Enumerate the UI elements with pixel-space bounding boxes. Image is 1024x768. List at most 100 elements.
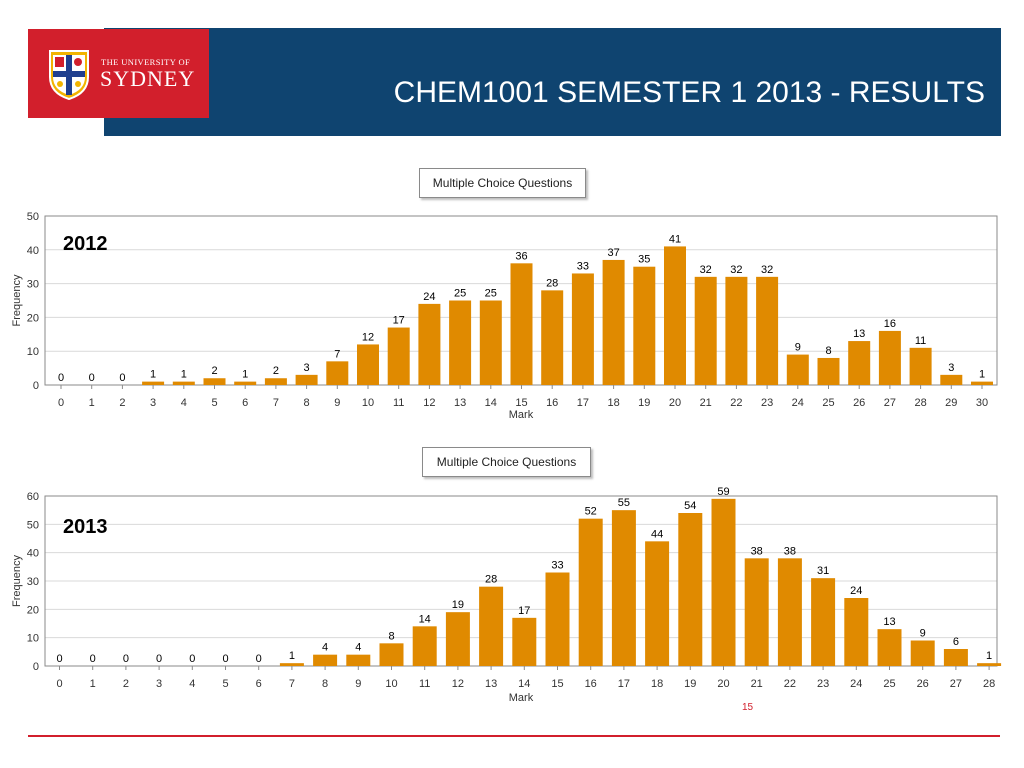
- data-label: 32: [761, 264, 773, 276]
- data-label: 1: [242, 369, 248, 381]
- x-tick-label: 21: [700, 397, 712, 409]
- bar: [694, 276, 717, 385]
- x-tick-label: 4: [189, 678, 195, 690]
- bar: [449, 300, 472, 385]
- x-tick-label: 27: [884, 397, 896, 409]
- y-tick-label: 30: [27, 279, 39, 291]
- bar: [811, 578, 836, 666]
- data-label: 8: [825, 345, 831, 357]
- data-label: 7: [334, 348, 340, 360]
- y-tick-label: 60: [27, 491, 39, 503]
- chart-2012: 0102030405000010213142516273879121017112…: [11, 211, 998, 421]
- x-tick-label: 15: [551, 678, 563, 690]
- data-label: 17: [518, 605, 530, 617]
- x-tick-label: 26: [917, 678, 929, 690]
- x-tick-label: 7: [273, 397, 279, 409]
- x-tick-label: 18: [607, 397, 619, 409]
- chart-title-2013[interactable]: Multiple Choice Questions: [422, 447, 591, 477]
- data-label: 0: [123, 653, 129, 665]
- y-axis-title: Frequency: [11, 555, 23, 607]
- y-axis-title: Frequency: [11, 274, 23, 326]
- data-label: 1: [289, 650, 295, 662]
- bar: [264, 378, 287, 385]
- x-tick-label: 22: [730, 397, 742, 409]
- logo-text-small: THE UNIVERSITY OF: [101, 57, 191, 67]
- data-label: 4: [355, 642, 361, 654]
- bar: [817, 357, 840, 385]
- bar: [512, 617, 537, 666]
- footer-line: [28, 735, 1000, 737]
- data-label: 1: [181, 369, 187, 381]
- bar: [977, 663, 1002, 666]
- x-tick-label: 6: [256, 678, 262, 690]
- data-label: 52: [585, 506, 597, 518]
- bar: [418, 303, 441, 385]
- y-tick-label: 20: [27, 312, 39, 324]
- bar: [479, 300, 502, 385]
- bar: [387, 327, 410, 385]
- data-label: 13: [883, 616, 895, 628]
- data-label: 36: [515, 250, 527, 262]
- data-label: 25: [485, 288, 497, 300]
- x-tick-label: 30: [976, 397, 988, 409]
- x-tick-label: 28: [914, 397, 926, 409]
- bar: [744, 558, 769, 666]
- x-tick-label: 13: [454, 397, 466, 409]
- x-tick-label: 3: [156, 678, 162, 690]
- data-label: 2: [211, 365, 217, 377]
- bar: [172, 381, 195, 385]
- x-tick-label: 18: [651, 678, 663, 690]
- data-label: 25: [454, 288, 466, 300]
- data-label: 0: [222, 653, 228, 665]
- data-label: 11: [915, 335, 926, 347]
- crest-icon: [49, 50, 89, 101]
- x-tick-label: 28: [983, 678, 995, 690]
- data-label: 33: [577, 260, 589, 272]
- data-label: 38: [751, 545, 763, 557]
- x-tick-label: 11: [419, 678, 430, 690]
- data-label: 2: [273, 365, 279, 377]
- bar: [711, 498, 736, 666]
- x-tick-label: 20: [717, 678, 729, 690]
- x-tick-label: 1: [89, 397, 95, 409]
- data-label: 1: [150, 369, 156, 381]
- bar: [313, 654, 338, 666]
- x-tick-label: 19: [684, 678, 696, 690]
- year-label-2013: 2013: [63, 516, 108, 538]
- data-label: 55: [618, 497, 630, 509]
- bar: [611, 510, 636, 666]
- x-tick-label: 3: [150, 397, 156, 409]
- bar: [545, 572, 570, 666]
- data-label: 28: [546, 277, 558, 289]
- y-tick-label: 40: [27, 548, 39, 560]
- bar: [910, 640, 935, 666]
- bar: [943, 649, 968, 666]
- data-label: 1: [979, 369, 985, 381]
- x-tick-label: 10: [385, 678, 397, 690]
- data-label: 59: [717, 486, 729, 498]
- bar: [664, 246, 686, 385]
- year-label-2012: 2012: [63, 233, 108, 255]
- data-label: 0: [189, 653, 195, 665]
- x-tick-label: 14: [518, 678, 530, 690]
- x-tick-label: 6: [242, 397, 248, 409]
- bar: [877, 629, 902, 666]
- y-tick-label: 30: [27, 576, 39, 588]
- data-label: 12: [362, 331, 374, 343]
- x-tick-label: 0: [56, 678, 62, 690]
- x-tick-label: 11: [393, 397, 404, 409]
- chart-title-2012[interactable]: Multiple Choice Questions: [419, 168, 586, 198]
- y-tick-label: 0: [33, 380, 39, 392]
- bar: [878, 330, 901, 385]
- bar: [357, 344, 379, 385]
- x-tick-label: 17: [618, 678, 630, 690]
- data-label: 31: [817, 565, 829, 577]
- slide-title: CHEM1001 SEMESTER 1 2013 - RESULTS: [393, 76, 985, 109]
- y-tick-label: 20: [27, 604, 39, 616]
- bar: [541, 290, 564, 385]
- bar: [295, 374, 318, 385]
- data-label: 8: [388, 630, 394, 642]
- y-tick-label: 40: [27, 245, 39, 257]
- x-tick-label: 2: [119, 397, 125, 409]
- x-tick-label: 12: [452, 678, 464, 690]
